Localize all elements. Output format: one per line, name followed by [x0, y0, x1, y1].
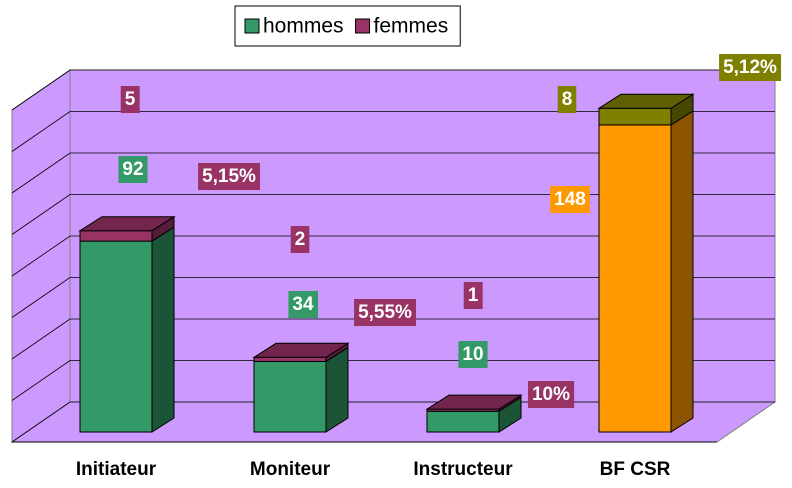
data-label: 92: [122, 159, 143, 180]
data-label: 34: [292, 294, 314, 315]
legend-label: femmes: [374, 15, 449, 38]
legend-box: [234, 5, 461, 47]
bar-segment: [78, 215, 176, 243]
data-label: 10: [462, 344, 483, 365]
grid-line: [11, 69, 775, 111]
bar-segment: [425, 394, 523, 413]
legend-swatch: [244, 18, 260, 34]
annotation-bg: [719, 54, 782, 82]
annotation-bg: [198, 163, 261, 191]
x-tick-label: Initiateur: [76, 459, 157, 480]
bar-segment: [79, 226, 175, 433]
grid-line: [11, 111, 775, 152]
data-label-bg: [458, 341, 488, 369]
data-label-bg: [288, 291, 318, 319]
bar-segment: [252, 342, 350, 363]
legend-swatch: [355, 18, 371, 34]
bar-top: [252, 342, 350, 358]
bar-front: [598, 107, 672, 126]
x-tick-label: BF CSR: [600, 459, 671, 480]
data-label-bg: [120, 86, 140, 114]
legend-label: hommes: [263, 15, 344, 38]
x-tick-label: Instructeur: [413, 459, 513, 480]
annotation-bg: [354, 299, 417, 327]
data-label-bg: [550, 186, 590, 214]
grid-line: [11, 318, 775, 360]
bar-top: [425, 394, 523, 410]
grid-line: [11, 194, 775, 235]
bar-front: [598, 124, 672, 433]
annotation: 5,15%: [202, 166, 256, 187]
data-label: 1: [468, 285, 479, 306]
bar-front: [79, 240, 153, 433]
grid-line: [11, 235, 775, 277]
bar-top: [597, 93, 695, 109]
bar-top: [78, 216, 176, 232]
annotation-bg: [527, 381, 575, 409]
data-label-bg: [290, 226, 310, 254]
bar-side: [325, 346, 349, 433]
data-label-bg: [557, 86, 577, 114]
bar-front: [253, 356, 327, 362]
grid-line: [11, 277, 775, 318]
x-tick-label: Moniteur: [250, 459, 331, 480]
data-label: 5: [125, 89, 136, 110]
grid-line: [11, 360, 775, 401]
bar-side: [151, 226, 175, 433]
bar-segment: [597, 93, 695, 126]
bar-side: [670, 109, 694, 433]
annotation: 5,55%: [358, 302, 412, 323]
bar-front: [253, 360, 327, 433]
legend: hommes femmes: [234, 5, 461, 47]
bar-front: [426, 410, 500, 433]
data-label: 8: [562, 89, 573, 110]
data-label: 148: [554, 189, 586, 210]
bar-segment: [253, 346, 349, 433]
data-label-bg: [118, 156, 148, 184]
annotation: 5,12%: [723, 57, 777, 78]
bar-segment: [598, 109, 694, 433]
annotation: 10%: [532, 384, 570, 405]
grid-line: [11, 152, 775, 194]
data-label-bg: [463, 282, 483, 310]
data-label: 2: [295, 229, 306, 250]
bar-front: [79, 230, 153, 242]
